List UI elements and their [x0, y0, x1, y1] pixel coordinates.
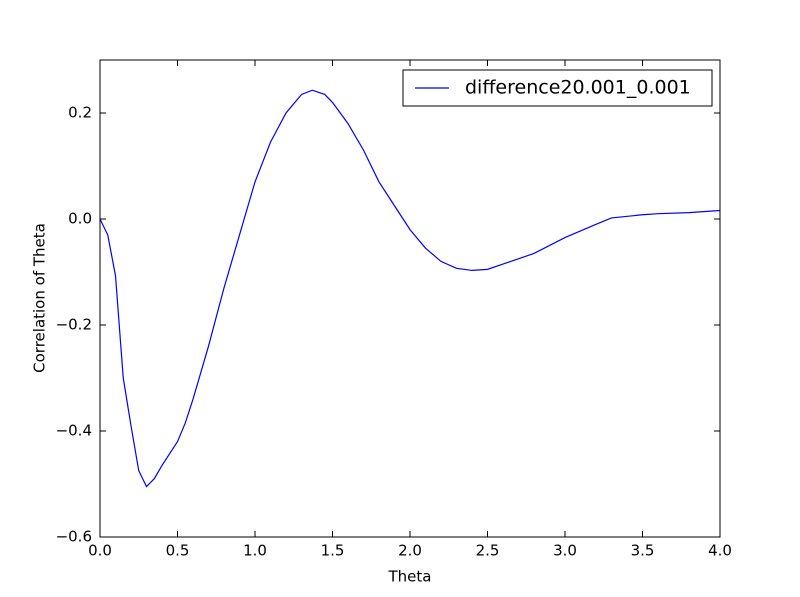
plot-frame [99, 59, 721, 538]
legend-label: difference20.001_0.001 [465, 77, 691, 99]
y-tick-label: −0.6 [56, 528, 92, 546]
y-tick-label: −0.4 [56, 422, 92, 440]
x-tick-label: 2.5 [476, 542, 500, 560]
y-axis-label: Correlation of Theta [31, 223, 49, 373]
x-tick-label: 0.0 [88, 542, 112, 560]
x-tick-label: 0.5 [166, 542, 190, 560]
line-series [99, 89, 721, 488]
x-tick-label: 2.0 [398, 542, 422, 560]
x-tick-label: 4.0 [708, 542, 732, 560]
y-tick-label: −0.2 [56, 316, 92, 334]
x-tick-label: 1.0 [243, 542, 267, 560]
x-axis-label: Theta [388, 568, 432, 586]
x-tick-label: 3.0 [553, 542, 577, 560]
x-tick-label: 1.5 [321, 542, 345, 560]
x-tick-label: 3.5 [631, 542, 655, 560]
y-tick-label: 0.0 [68, 210, 92, 228]
legend-box [402, 69, 713, 107]
y-tick-label: 0.2 [68, 104, 92, 122]
